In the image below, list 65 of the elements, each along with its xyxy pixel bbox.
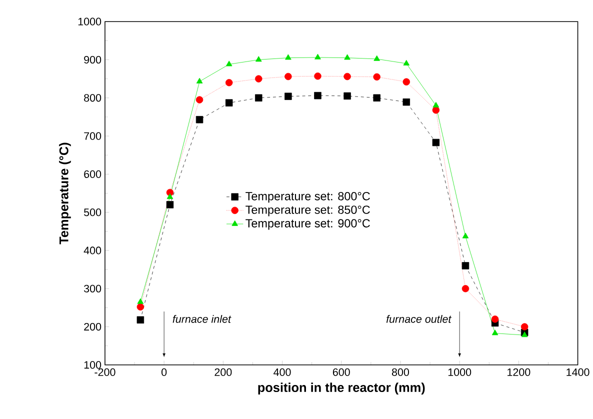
point bbox=[373, 94, 380, 102]
y-tick-label: 400 bbox=[84, 246, 102, 254]
point bbox=[284, 92, 292, 100]
point bbox=[403, 60, 410, 66]
x-tick-label: 200 bbox=[214, 368, 232, 376]
x-axis-title: position in the reactor (mm) bbox=[258, 382, 425, 395]
y-tick-label: 700 bbox=[84, 132, 102, 140]
x-tick-label: 0 bbox=[161, 368, 167, 376]
point bbox=[344, 72, 351, 80]
y-tick-label: 100 bbox=[84, 361, 102, 369]
point bbox=[196, 96, 204, 104]
point bbox=[520, 323, 528, 330]
point bbox=[344, 92, 351, 100]
point bbox=[285, 54, 292, 60]
legend-label: Temperature set: 800°C bbox=[246, 192, 370, 203]
x-tick-label: 1200 bbox=[508, 368, 530, 376]
point bbox=[166, 201, 174, 208]
y-tick-label: 500 bbox=[84, 208, 102, 216]
point bbox=[196, 116, 204, 124]
point bbox=[225, 99, 233, 107]
point bbox=[492, 330, 498, 336]
point bbox=[166, 194, 174, 200]
x-tick-label: -200 bbox=[94, 368, 116, 376]
point bbox=[136, 303, 144, 311]
point bbox=[284, 72, 292, 80]
point bbox=[314, 54, 321, 60]
point bbox=[196, 78, 203, 84]
x-tick-label: 1000 bbox=[448, 368, 472, 376]
point bbox=[255, 75, 262, 82]
y-tick-label: 600 bbox=[84, 170, 102, 178]
y-tick-label: 200 bbox=[84, 323, 102, 331]
point bbox=[314, 72, 322, 80]
point bbox=[255, 94, 262, 102]
x-tick-label: 600 bbox=[332, 368, 350, 376]
point bbox=[374, 55, 380, 61]
x-tick-label: 400 bbox=[274, 368, 291, 376]
point bbox=[432, 138, 440, 146]
legend-label: Temperature set: 900°C bbox=[246, 219, 370, 230]
point bbox=[255, 56, 262, 62]
point bbox=[402, 98, 410, 106]
point bbox=[462, 232, 469, 238]
point bbox=[136, 316, 144, 324]
point bbox=[521, 332, 528, 338]
point bbox=[402, 78, 410, 86]
point bbox=[225, 79, 233, 86]
annotation: furnace outlet bbox=[386, 315, 452, 323]
point bbox=[462, 285, 470, 292]
y-tick-label: 300 bbox=[84, 284, 102, 292]
point bbox=[432, 106, 440, 114]
y-tick-label: 900 bbox=[84, 56, 102, 64]
x-tick-label: 800 bbox=[392, 368, 410, 376]
point bbox=[137, 298, 144, 304]
legend-label: Temperature set: 850°C bbox=[246, 206, 370, 216]
point bbox=[491, 316, 499, 323]
y-tick-label: 800 bbox=[84, 94, 102, 102]
x-tick-label: 1400 bbox=[566, 368, 590, 376]
point bbox=[314, 92, 322, 100]
annotation: furnace inlet bbox=[172, 315, 232, 323]
point bbox=[226, 60, 232, 66]
point bbox=[462, 262, 470, 270]
point bbox=[432, 102, 440, 108]
y-tick-label: 1000 bbox=[78, 18, 102, 26]
point bbox=[344, 54, 350, 60]
point bbox=[373, 73, 380, 81]
y-axis-title: Temperature (°C) bbox=[59, 142, 71, 244]
